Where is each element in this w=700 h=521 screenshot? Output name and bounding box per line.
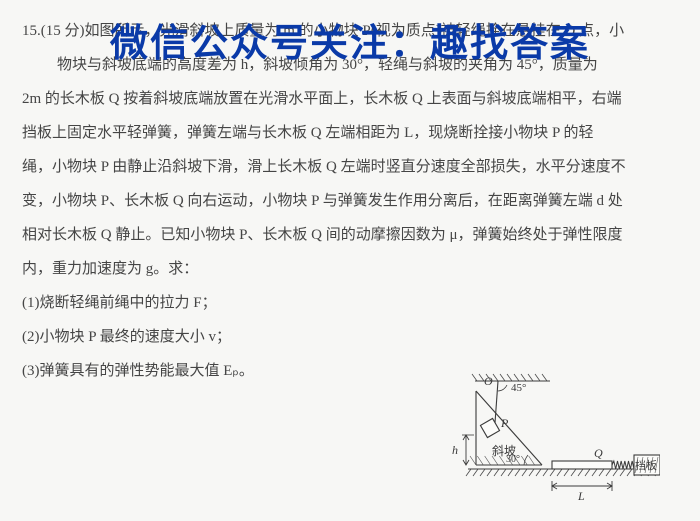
problem-number: 15.(15 分) [22,23,85,39]
question-1: (1)烧断轻绳前绳中的拉力 F； [22,286,678,320]
line-8: 内，重力加速度为 g。求： [22,252,678,286]
line1-text: 如图所示，光滑斜坡上质量为 m 的小物块 P(视为质点)被轻绳拴在悬挂在 O 点… [85,23,625,39]
line-5: 绳，小物块 P 由静止沿斜坡下滑，滑上长木板 Q 左端时竖直分速度全部损失，水平… [22,150,678,184]
line-4: 挡板上固定水平轻弹簧，弹簧左端与长木板 Q 左端相距为 L，现烧断拴接小物块 P… [22,116,678,150]
svg-text:O: O [484,374,493,388]
svg-text:h: h [452,443,458,457]
line-7: 相对长木板 Q 静止。已知小物块 P、长木板 Q 间的动摩擦因数为 μ，弹簧始终… [22,218,678,252]
exam-page: 微信公众号关注：趣找答案 15.(15 分)如图所示，光滑斜坡上质量为 m 的小… [0,0,700,521]
line-2: 物块与斜坡底端的高度差为 h，斜坡倾角为 30°，轻绳与斜坡的夹角为 45°，质… [22,48,678,82]
problem-text-block: 15.(15 分)如图所示，光滑斜坡上质量为 m 的小物块 P(视为质点)被轻绳… [22,14,678,388]
line-6: 变，小物块 P、长木板 Q 向右运动，小物块 P 与弹簧发生作用分离后，在距离弹… [22,184,678,218]
svg-text:30°: 30° [506,454,520,465]
line-1: 15.(15 分)如图所示，光滑斜坡上质量为 m 的小物块 P(视为质点)被轻绳… [22,14,678,48]
svg-text:Q: Q [594,446,603,460]
svg-text:L: L [577,489,585,503]
line-3: 2m 的长木板 Q 按着斜坡底端放置在光滑水平面上，长木板 Q 上表面与斜坡底端… [22,82,678,116]
svg-text:挡板: 挡板 [635,458,657,472]
svg-text:45°: 45° [511,382,526,394]
question-2: (2)小物块 P 最终的速度大小 v； [22,320,678,354]
physics-diagram: O45°P斜坡30°hQ挡板L [380,369,660,509]
